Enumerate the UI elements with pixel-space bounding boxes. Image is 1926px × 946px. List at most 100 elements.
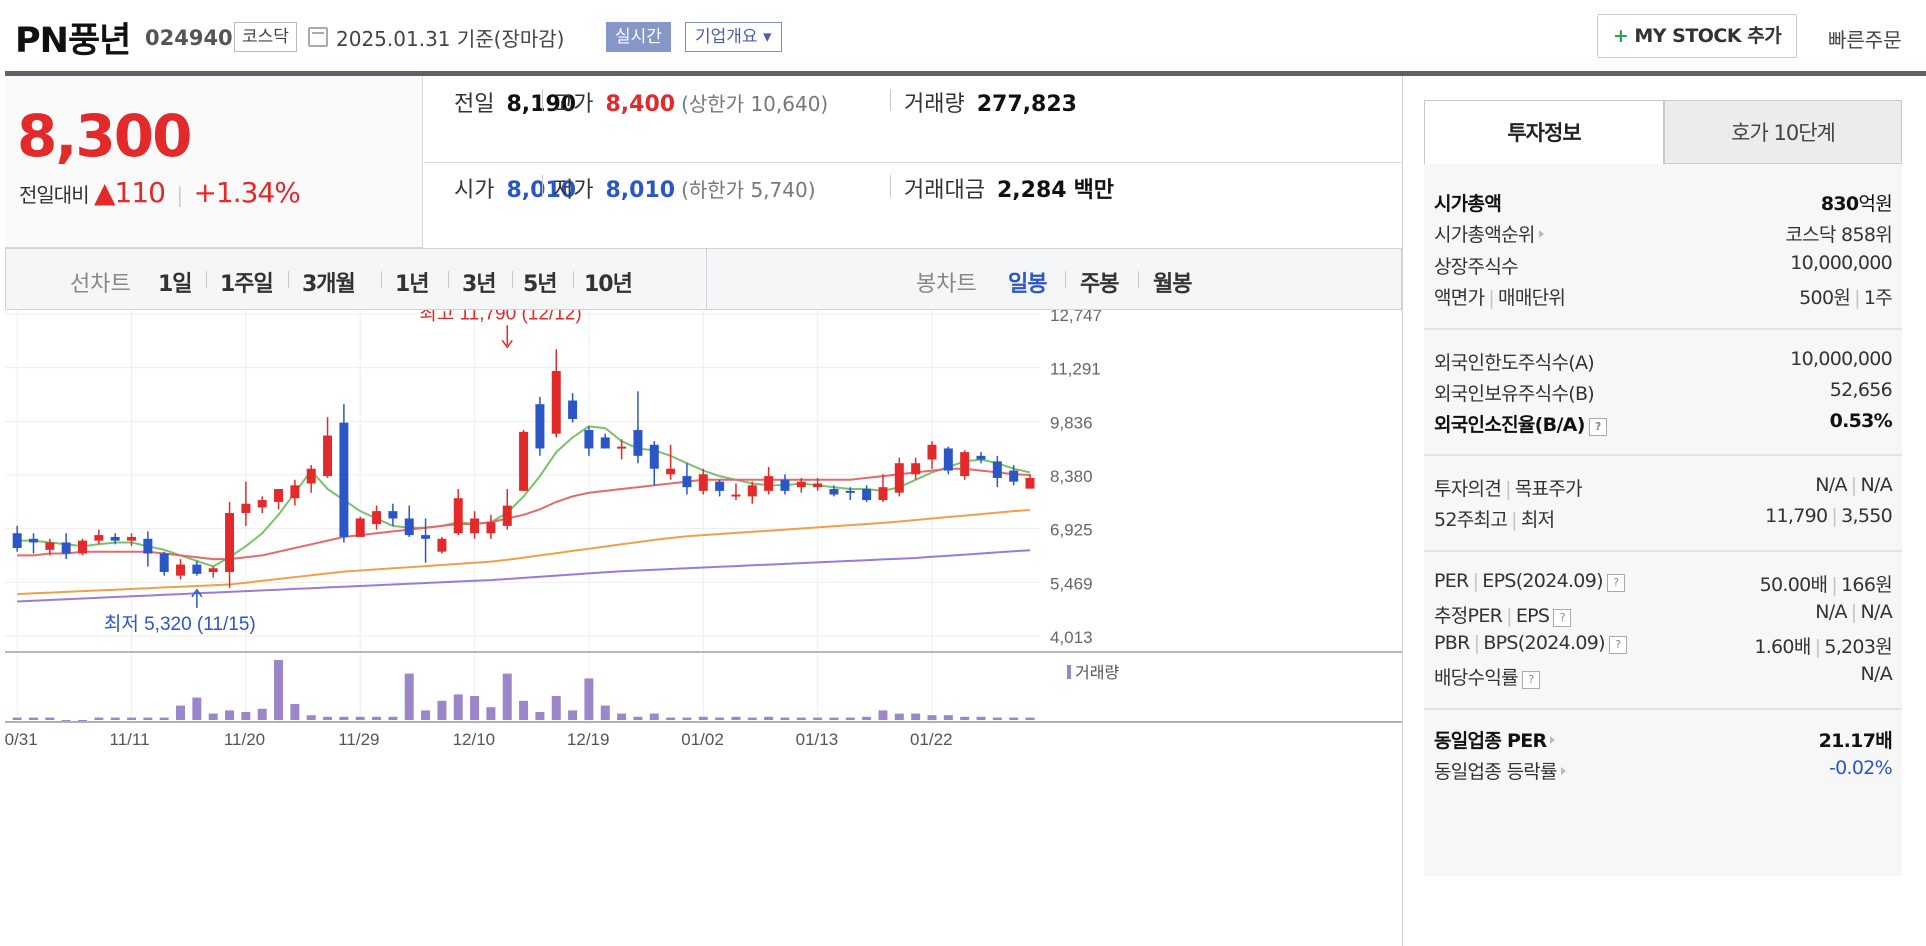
company-overview-dropdown[interactable]: 기업개요 ▾ xyxy=(685,22,782,52)
volume: 거래량 277,823 xyxy=(904,86,1077,118)
w52-low-label: 최저 xyxy=(1520,509,1555,531)
help-icon[interactable]: ? xyxy=(1521,671,1540,689)
period-10y[interactable]: 10년 xyxy=(584,272,633,297)
pipe-separator: | xyxy=(1511,509,1517,531)
ma-line-60 xyxy=(17,509,1031,596)
foreign-limit-label: 외국인한도주식수(A) xyxy=(1434,352,1595,374)
market-cap-value: 830 xyxy=(1820,193,1859,215)
per-row: PER | EPS(2024.09)? 50.00배 | 166원 xyxy=(1434,570,1893,600)
volume-bar xyxy=(666,717,676,720)
volume-bar xyxy=(943,715,953,720)
chevron-right-icon xyxy=(1538,230,1544,238)
y-tick-label: 6,925 xyxy=(1050,521,1093,540)
line-chart-label: 선차트 xyxy=(70,272,131,297)
panel-tabs: 투자정보 호가 10단계 xyxy=(1424,100,1902,164)
tab-hoga-10[interactable]: 호가 10단계 xyxy=(1664,100,1902,164)
volume-bar xyxy=(388,716,398,720)
candle-weekly[interactable]: 주봉 xyxy=(1080,272,1119,297)
opinion-value: N/A xyxy=(1815,474,1847,496)
w52-row: 52주최고 | 최저 11,790 | 3,550 xyxy=(1434,505,1893,535)
volume-bar xyxy=(355,716,365,720)
prev-close: 전일 8,190 xyxy=(454,86,576,118)
cell-divider xyxy=(542,175,543,197)
candle-monthly[interactable]: 월봉 xyxy=(1153,272,1192,297)
volume-bar xyxy=(927,715,937,720)
trade-unit-label: 매매단위 xyxy=(1498,287,1566,309)
est-per-labels: 추정PER | EPS? xyxy=(1434,601,1572,628)
help-icon[interactable]: ? xyxy=(1606,574,1625,592)
period-1w[interactable]: 1주일 xyxy=(220,272,274,297)
period-5y[interactable]: 5년 xyxy=(523,272,558,297)
volume-bar xyxy=(12,717,22,720)
candle-body xyxy=(976,455,986,460)
open-value: 8,010 xyxy=(506,178,576,203)
per-label: PER xyxy=(1434,570,1469,592)
period-3y[interactable]: 3년 xyxy=(462,272,497,297)
volume-bar xyxy=(682,717,692,720)
low-price: 저가 8,010 (하한가 5,740) xyxy=(553,172,816,204)
candle-daily[interactable]: 일봉 xyxy=(1008,272,1047,297)
x-tick-label: 01/02 xyxy=(681,730,724,749)
w52-values: 11,790 | 3,550 xyxy=(1765,505,1893,527)
cell-divider xyxy=(890,89,891,111)
realtime-button[interactable]: 실시간 xyxy=(606,22,671,52)
price-change: 전일대비 ▲110 | +1.34% xyxy=(19,176,301,209)
sector-per-link[interactable]: 동일업종 PER xyxy=(1434,726,1556,753)
toolbar-divider xyxy=(1138,271,1139,288)
candle-body xyxy=(94,535,104,541)
candle-body xyxy=(323,435,333,477)
help-icon[interactable]: ? xyxy=(1553,609,1572,627)
volume-bar xyxy=(600,705,610,720)
per-value: 50.00배 xyxy=(1759,574,1828,596)
pipe-separator: | xyxy=(1473,632,1480,654)
candle-chart-label: 봉차트 xyxy=(916,272,977,297)
help-icon[interactable]: ? xyxy=(1588,418,1607,436)
period-1d[interactable]: 1일 xyxy=(158,272,193,297)
help-icon[interactable]: ? xyxy=(1608,636,1627,654)
candle-body xyxy=(862,489,872,501)
opinion-label: 투자의견 xyxy=(1434,478,1502,500)
candle-body xyxy=(747,485,757,497)
candle-body xyxy=(208,568,218,572)
toolbar-divider xyxy=(448,271,449,288)
market-cap: 830억원 xyxy=(1820,189,1893,216)
sector-rate-link[interactable]: 동일업종 등락률 xyxy=(1434,757,1566,784)
candle-body xyxy=(372,511,382,525)
volume-bar xyxy=(698,716,708,720)
volume-legend-label: 거래량 xyxy=(1075,664,1119,682)
pipe-separator: | xyxy=(1505,478,1511,500)
y-tick-label: 5,469 xyxy=(1050,574,1093,593)
candle-body xyxy=(813,483,823,488)
price-chart[interactable]: 12,74711,2919,8368,3806,9255,4694,013520… xyxy=(0,291,1402,946)
toolbar-divider xyxy=(381,271,382,288)
quick-order-button[interactable]: 빠른주문 xyxy=(1828,28,1902,52)
ma-line-120 xyxy=(17,549,1031,603)
foreign-limit-value: 10,000,000 xyxy=(1790,348,1892,370)
volume-bar xyxy=(551,696,561,720)
opinion-labels: 투자의견 | 목표주가 xyxy=(1434,474,1583,501)
volume-bar xyxy=(470,696,480,720)
market-cap-rank-link[interactable]: 시가총액순위 xyxy=(1434,220,1544,247)
tab-investment-info[interactable]: 투자정보 xyxy=(1424,100,1664,164)
toolbar-split xyxy=(706,249,707,309)
candle-body xyxy=(143,538,153,554)
x-tick-label: 01/22 xyxy=(910,730,953,749)
candle-body xyxy=(911,463,921,475)
shares-row: 상장주식수 10,000,000 xyxy=(1434,252,1893,282)
candle-body xyxy=(225,512,235,572)
cell-divider xyxy=(890,175,891,197)
add-my-stock-button[interactable]: + MY STOCK 추가 xyxy=(1597,14,1797,58)
volume-bar xyxy=(127,717,137,720)
high-price: 고가 8,400 (상한가 10,640) xyxy=(553,86,828,118)
w52-high-value: 11,790 xyxy=(1765,505,1828,527)
pbr-label: PBR xyxy=(1434,632,1470,654)
price-chart-svg[interactable]: 12,74711,2919,8368,3806,9255,4694,013520… xyxy=(0,291,1402,946)
plus-icon: + xyxy=(1612,25,1629,47)
volume-bar xyxy=(78,720,88,721)
candle-body xyxy=(502,505,512,526)
period-3m[interactable]: 3개월 xyxy=(302,272,356,297)
chevron-right-icon xyxy=(1550,736,1556,744)
period-1y[interactable]: 1년 xyxy=(395,272,430,297)
ma-line-20 xyxy=(17,467,1031,561)
est-eps-label: EPS xyxy=(1515,605,1550,627)
